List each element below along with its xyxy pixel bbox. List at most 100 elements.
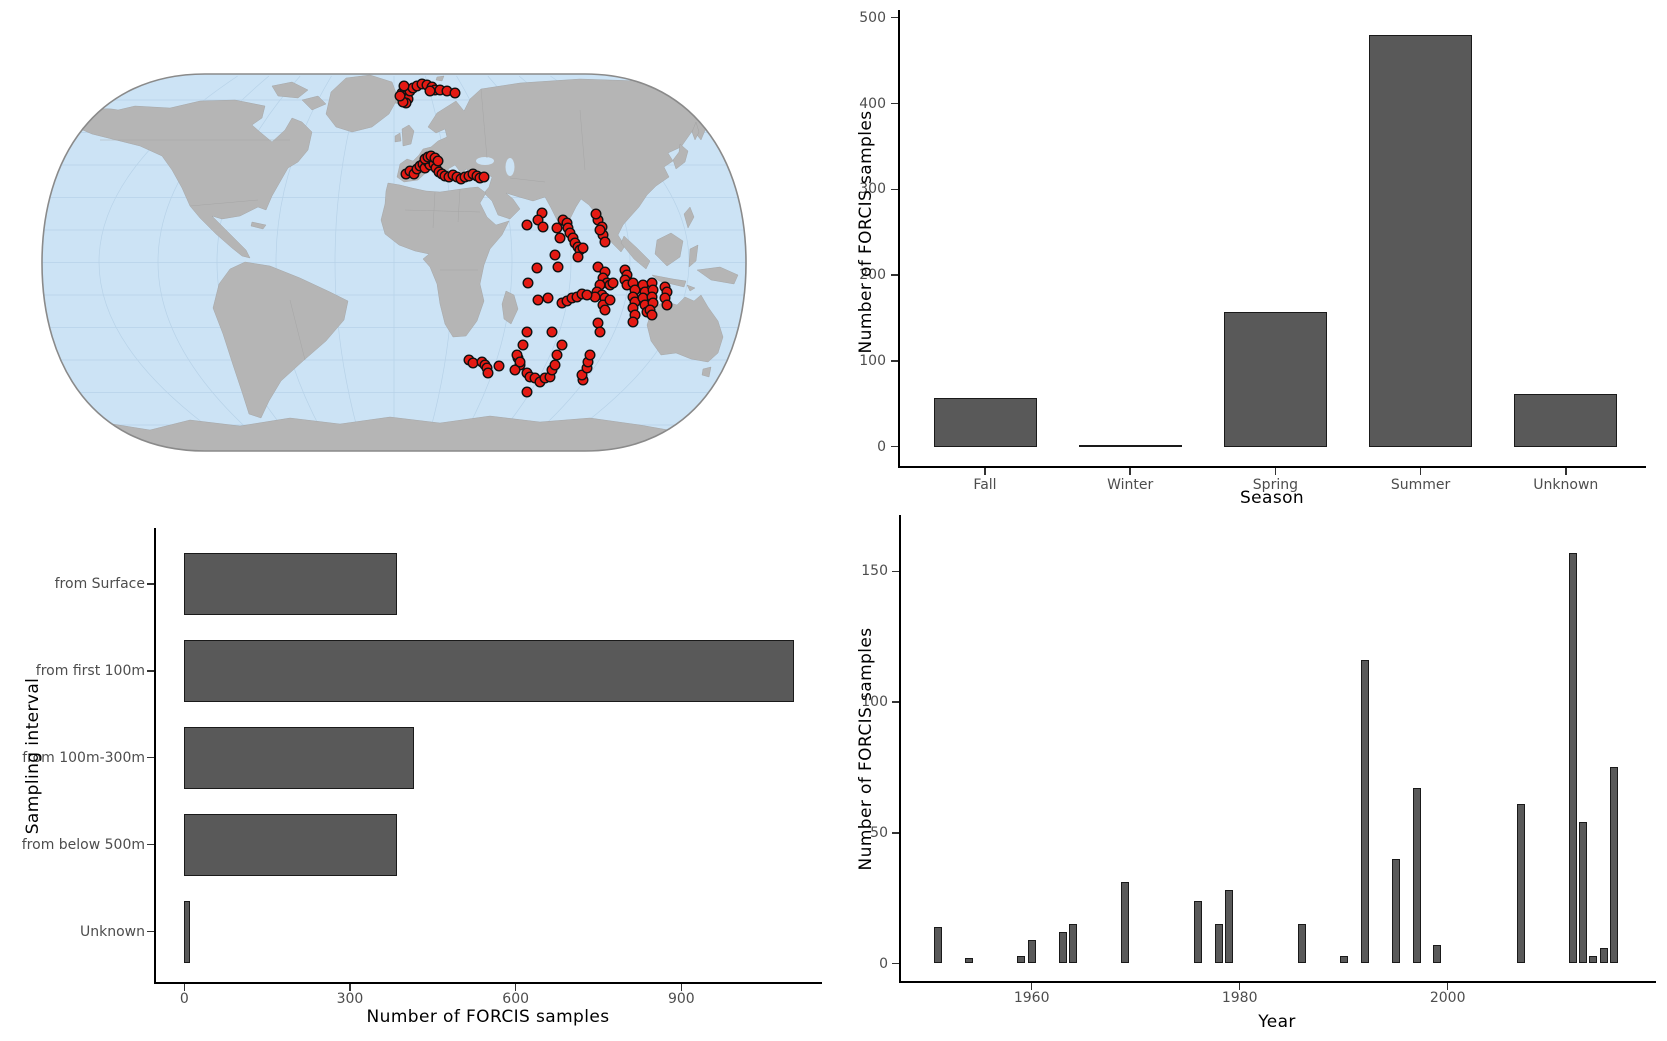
x-tick-label: 1960 [1013,990,1050,1006]
season-bar-summer [1369,34,1473,447]
world-map [41,73,747,452]
sample-point [554,232,566,244]
category-label: Unknown [80,923,145,940]
landmass-africa [380,182,510,338]
year-bar-1999 [1433,945,1442,964]
season-bar-spring [1223,311,1327,447]
sample-point [522,277,534,289]
landmass-arctic-islands [301,95,327,111]
y-tick-label: 0 [877,438,886,455]
interval-bar-1 [184,552,397,615]
sample-point [549,249,561,261]
sample-point [521,219,533,231]
y-tick-mark [891,360,898,362]
landmass-timor [686,284,696,292]
year-bar-2015 [1599,947,1608,964]
sample-point [592,317,604,329]
sample-point [551,349,563,361]
x-tick-mark [1565,468,1567,475]
year-bar-1964 [1069,924,1078,964]
sample-point [482,367,494,379]
landmass-new-zealand [732,350,743,367]
landmass-japan [672,143,689,170]
sample-point [517,339,529,351]
year-bar-1960 [1027,939,1036,964]
x-tick-label: Fall [973,477,997,493]
black-sea [476,157,494,165]
landmass-tasmania [701,366,712,378]
x-tick-mark [1129,468,1131,475]
sample-point [509,364,521,376]
year-bar-1978 [1214,924,1223,964]
category-label: from below 500m [21,836,145,853]
sample-point [549,359,561,371]
year-bar-2016 [1610,767,1619,964]
sample-point [398,80,410,92]
sample-point [532,294,544,306]
sample-point [449,87,461,99]
sample-point [552,261,564,273]
sample-point [551,222,563,234]
y-tick-mark [891,16,898,19]
sample-point [542,292,554,304]
season-y-axis-title: Number of FORCIS samples [856,110,876,354]
interval-bar-4 [184,813,397,876]
year-y-axis-title: Number of FORCIS samples [856,627,876,871]
landmass-britain [401,124,415,147]
sample-point [521,386,533,398]
y-tick-label: 150 [861,563,888,580]
sample-point [581,289,593,301]
year-bar-2012 [1568,553,1577,964]
y-tick-mark [147,930,154,933]
y-tick-mark [147,583,154,585]
landmass-sulawesi [688,244,699,268]
x-tick-label: 1980 [1221,990,1258,1006]
y-tick-mark [891,274,898,276]
sample-point [599,304,611,316]
season-y-axis-line [898,10,900,468]
x-tick-mark [183,984,186,991]
map-outline [41,73,747,452]
sample-point [546,326,558,338]
x-tick-mark [1238,983,1241,990]
country-borders [100,88,586,361]
year-bar-2013 [1578,822,1587,964]
year-bar-2007 [1516,804,1525,964]
year-bar-1969 [1121,882,1130,964]
interval-x-axis-title: Number of FORCIS samples [366,1007,610,1027]
x-tick-mark [680,984,683,991]
map-land [69,74,743,451]
map-sample-points [394,78,673,398]
x-tick-mark [984,468,986,475]
x-tick-label: 900 [667,991,695,1007]
y-tick-label: 500 [859,9,886,26]
landmass-ireland [394,132,402,143]
x-tick-label: 2000 [1429,990,1466,1006]
interval-x-axis-line [154,982,822,984]
year-bar-1979 [1225,890,1234,964]
sample-point [607,277,619,289]
year-bar-1959 [1017,955,1026,964]
interval-bar-5 [184,900,190,963]
x-tick-mark [1030,983,1033,990]
year-bar-2014 [1589,955,1598,964]
y-tick-mark [147,756,154,759]
sample-point [599,236,611,248]
year-bar-1976 [1194,900,1203,964]
season-bar-winter [1078,444,1182,447]
x-tick-mark [1419,468,1422,475]
year-bar-1992 [1360,660,1369,964]
y-tick-mark [147,670,154,672]
x-tick-label: Unknown [1533,477,1599,493]
landmass-madagascar [501,290,519,325]
year-x-axis-line [899,981,1656,983]
x-tick-mark [349,984,351,991]
landmass-borneo [654,232,684,267]
sample-point [594,326,606,338]
y-tick-label: 0 [879,955,888,972]
landmass-eurasia [396,78,736,253]
sample-point [590,208,602,220]
x-tick-mark [1274,468,1277,475]
category-label: from 100m-300m [22,749,145,766]
season-bar-fall [933,397,1037,447]
